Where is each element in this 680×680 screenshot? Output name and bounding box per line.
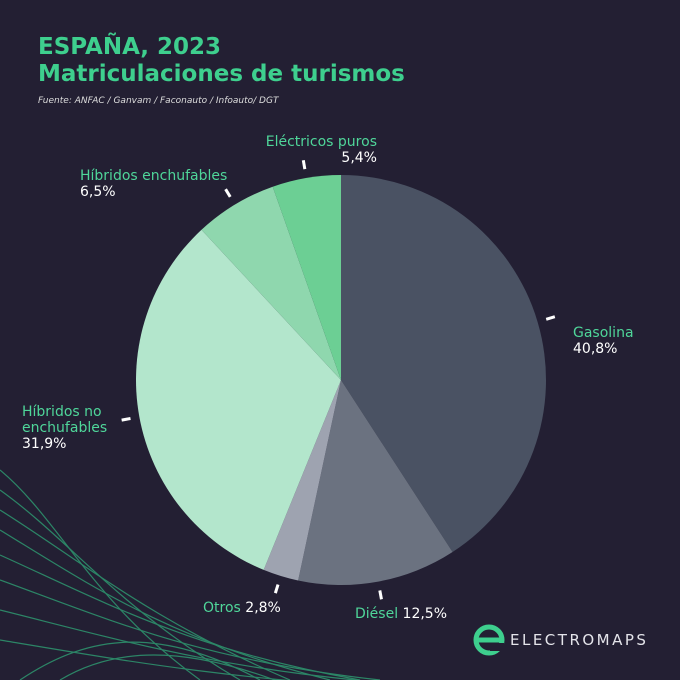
value-label: 2,8% (245, 600, 281, 616)
source: Fuente: ANFAC / Ganvam / Faconauto / Inf… (38, 96, 279, 106)
pie-slice (272, 175, 341, 380)
value-label: 6,5% (80, 184, 116, 200)
slice-label: Híbridos enchufables 6,5% (80, 168, 250, 200)
pie-slice (201, 186, 341, 380)
category-label: Eléctricos puros (265, 134, 377, 150)
value-label: 12,5% (402, 606, 448, 622)
chart-title: ESPAÑA, 2023 (38, 34, 222, 60)
slice-label: Gasolina 40,8% (573, 325, 673, 357)
pie-slice (263, 380, 341, 581)
slice-label: Otros 2,8% (203, 600, 303, 616)
category-label: Híbridos enchufables (80, 168, 228, 184)
brand-logo (473, 624, 505, 656)
value-label: 5,4% (341, 150, 377, 166)
pie-slice (298, 380, 453, 585)
leader-tick (273, 584, 280, 594)
pie (121, 159, 556, 600)
category-label: Gasolina (573, 325, 634, 341)
slice-label: Eléctricos puros 5,4% (261, 134, 377, 166)
slice-label: Híbridos no enchufables 31,9% (22, 404, 122, 452)
slice-label: Diésel 12,5% (355, 606, 475, 622)
leader-tick (301, 159, 307, 170)
category-label: Híbridos no enchufables (22, 404, 108, 436)
pie-slice (341, 175, 547, 552)
value-label: 31,9% (22, 436, 67, 452)
title-block: ESPAÑA, 2023 Matriculaciones de turismos (38, 34, 405, 88)
leader-tick (121, 417, 131, 422)
decor-waves (0, 469, 381, 680)
value-label: 40,8% (573, 341, 618, 357)
leader-tick (224, 188, 232, 198)
category-label: Diésel (355, 606, 399, 622)
leader-tick (545, 315, 556, 321)
brand-name: ELECTROMAPS (510, 631, 649, 649)
leader-tick (378, 590, 383, 600)
pie-slice (135, 229, 341, 570)
category-label: Otros (203, 600, 241, 616)
chart-subtitle: Matriculaciones de turismos (38, 61, 405, 87)
